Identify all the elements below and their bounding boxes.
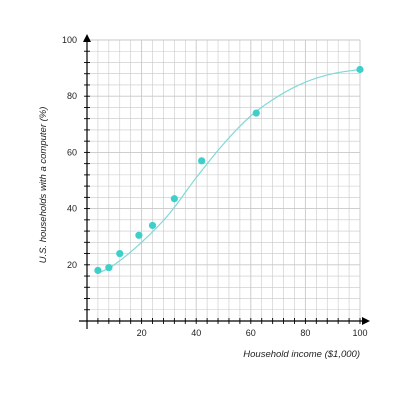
data-point [170, 195, 178, 203]
grid [87, 39, 361, 321]
data-point [198, 157, 206, 165]
data-point [252, 109, 260, 117]
y-tick-label: 100 [62, 35, 77, 45]
data-point [148, 221, 157, 230]
y-axis-arrow [83, 34, 91, 42]
axes [79, 34, 370, 329]
x-tick-label: 20 [137, 328, 147, 338]
data-points [94, 65, 364, 275]
y-tick-label: 20 [67, 260, 77, 270]
data-point [105, 264, 113, 272]
x-tick-label: 80 [300, 328, 310, 338]
x-axis-arrow [362, 317, 370, 325]
y-tick-label: 40 [67, 204, 77, 214]
x-tick-label: 60 [246, 328, 256, 338]
data-point [116, 249, 124, 258]
y-axis-title: U.S. households with a computer (%) [38, 107, 49, 264]
data-point [135, 231, 143, 239]
fit-curve [97, 68, 361, 274]
data-point [356, 65, 364, 74]
y-tick-label: 80 [67, 91, 77, 101]
data-point [94, 266, 102, 275]
x-tick-label: 100 [352, 328, 367, 338]
x-axis-title: Household income ($1,000) [243, 349, 360, 360]
x-tick-label: 40 [191, 328, 201, 338]
y-tick-label: 60 [67, 147, 77, 157]
tick-marks [84, 39, 361, 324]
